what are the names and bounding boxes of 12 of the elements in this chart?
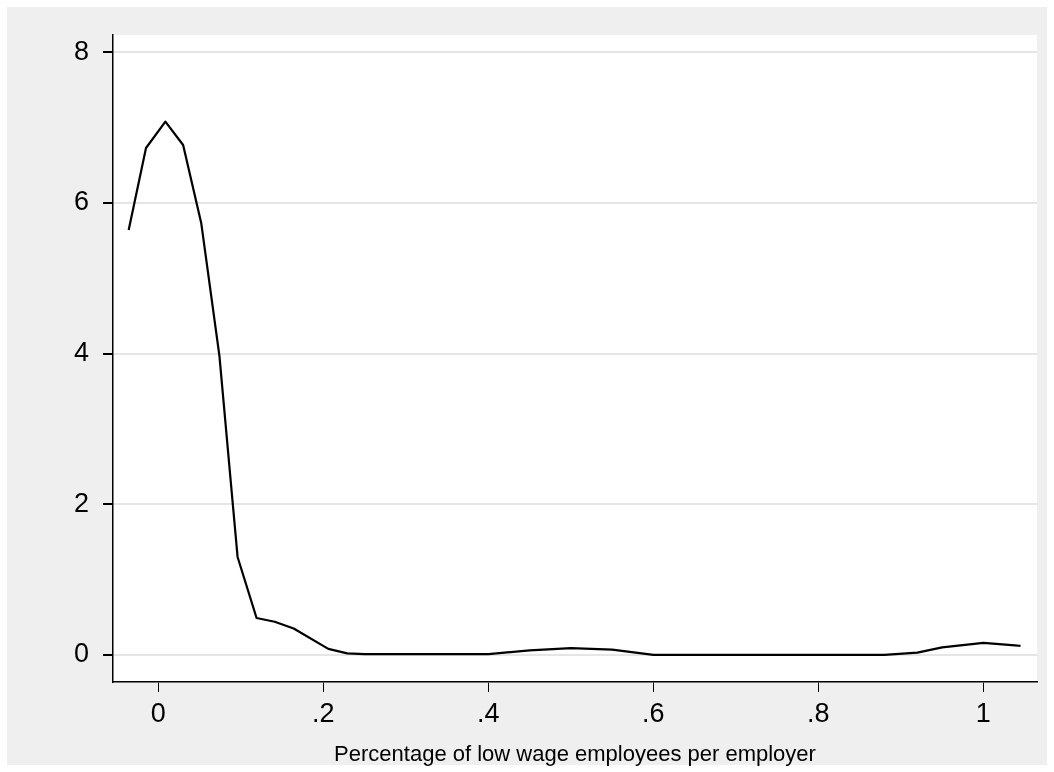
- x-tick-label: 0: [150, 697, 166, 728]
- x-tick-label: .6: [642, 697, 665, 728]
- x-axis-title: Percentage of low wage employees per employer: [334, 740, 816, 766]
- y-tick-label: 4: [73, 337, 89, 368]
- x-tick-label: .2: [312, 697, 335, 728]
- x-tick-label: 1: [975, 697, 991, 728]
- y-tick-label: 6: [73, 186, 89, 217]
- y-tick-label: 8: [73, 35, 89, 66]
- y-tick-label: 0: [73, 638, 89, 669]
- y-tick-label: 2: [73, 487, 89, 518]
- x-tick-label: .8: [807, 697, 830, 728]
- x-tick-label: .4: [477, 697, 500, 728]
